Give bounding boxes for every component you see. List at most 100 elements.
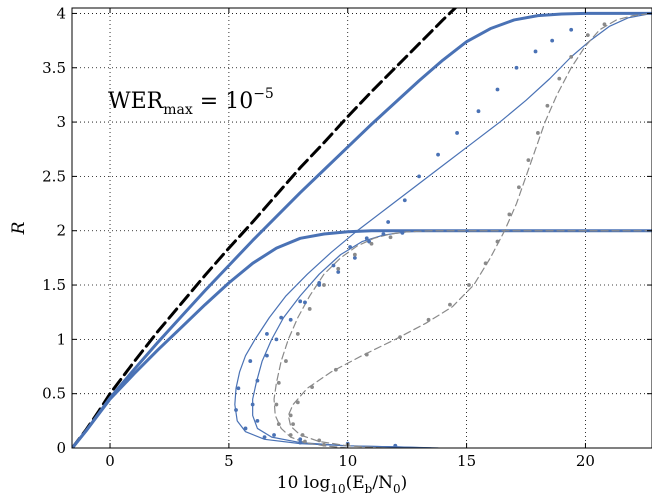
scatter-point-1: [234, 408, 238, 412]
scatter-point-3: [352, 252, 357, 257]
scatter-point-1: [265, 332, 269, 336]
scatter-point-2: [265, 353, 269, 358]
scatter-point-4: [317, 438, 322, 443]
scatter-point-4: [295, 400, 300, 405]
scatter-point-2: [255, 418, 260, 423]
scatter-point-4: [426, 317, 431, 322]
scatter-point-3: [276, 422, 281, 426]
scatter-point-4: [300, 433, 305, 437]
annotation-sub: max: [163, 102, 193, 118]
x-axis-label: 10 log10(Eb/N0): [277, 473, 408, 496]
scatter-point-1: [386, 220, 391, 224]
scatter-point-4: [310, 385, 314, 390]
y-tick-label: 2: [56, 222, 66, 240]
y-tick-label: 0: [56, 439, 66, 457]
scatter-point-4: [467, 283, 471, 287]
scatter-point-2: [331, 263, 336, 268]
series-line-2: [72, 11, 652, 448]
series-line-4: [234, 12, 652, 448]
x-tick-label: 0: [105, 452, 115, 470]
series-line-1: [72, 8, 458, 448]
scatter-point-1: [248, 359, 253, 363]
scatter-point-3: [336, 266, 341, 271]
x-tick-label: 20: [576, 452, 595, 470]
scatter-point-4: [495, 239, 500, 244]
scatter-point-1: [569, 27, 574, 32]
scatter-point-1: [455, 131, 459, 135]
scatter-point-1: [352, 255, 357, 260]
scatter-point-2: [348, 245, 353, 249]
scatter-point-4: [569, 54, 574, 59]
scatter-point-1: [417, 174, 421, 179]
grid-lines: [72, 8, 652, 449]
scatter-point-3: [295, 332, 300, 336]
scatter-point-4: [557, 76, 562, 81]
y-tick-label: 3.5: [42, 59, 66, 77]
scatter-point-2: [272, 433, 276, 437]
scatter-point-3: [369, 241, 374, 246]
scatter-point-1: [243, 426, 248, 431]
scatter-point-1: [298, 299, 303, 304]
scatter-point-2: [288, 317, 293, 322]
scatter-point-2: [317, 280, 322, 285]
scatter-point-4: [448, 302, 452, 307]
scatter-point-4: [507, 212, 512, 217]
scatter-point-4: [483, 261, 488, 266]
scatter-point-2: [364, 236, 369, 241]
scatter-point-4: [526, 158, 531, 162]
y-tick-label: 4: [56, 4, 66, 22]
scatter-point-4: [545, 103, 550, 108]
y-tick-label: 2.5: [42, 167, 66, 185]
scatter-point-2: [274, 337, 279, 342]
y-tick-label: 1.5: [42, 276, 66, 294]
xlabel-sub: 10: [330, 482, 345, 496]
xlabel-close: ): [401, 473, 408, 493]
series-line-7: [287, 12, 652, 448]
series-line-6: [273, 230, 652, 448]
scatter-point-3: [288, 433, 293, 437]
scatter-point-4: [364, 352, 369, 357]
xlabel-sub2: b: [365, 482, 373, 496]
x-tick-label: 5: [224, 452, 234, 470]
scatter-point-1: [298, 440, 303, 445]
scatter-point-2: [298, 437, 303, 442]
y-tick-label: 1: [56, 330, 66, 348]
scatter-point-1: [336, 270, 341, 274]
plot-frame: [71, 7, 652, 449]
x-tick-label: 15: [457, 452, 476, 470]
scatter-point-4: [398, 335, 402, 340]
scatter-point-1: [476, 109, 481, 114]
y-axis-label: R: [9, 221, 29, 235]
scatter-point-2: [381, 232, 386, 236]
scatter-point-3: [307, 307, 312, 311]
scatter-point-4: [602, 22, 607, 27]
scatter-point-1: [514, 65, 519, 70]
scatter-point-2: [250, 402, 255, 407]
scatter-point-1: [533, 49, 538, 54]
scatter-point-2: [255, 378, 260, 383]
scatter-layer: [234, 22, 607, 448]
scatter-point-2: [400, 230, 405, 235]
scatter-point-4: [536, 131, 540, 135]
scatter-point-1: [550, 38, 555, 43]
scatter-point-1: [279, 315, 284, 320]
scatter-point-4: [288, 413, 293, 418]
xlabel-lead: 10 log: [277, 473, 331, 493]
annotation-base: WER: [108, 89, 165, 114]
scatter-point-3: [322, 442, 326, 447]
scatter-point-2: [393, 443, 398, 448]
scatter-point-3: [303, 439, 307, 444]
scatter-point-3: [276, 380, 281, 385]
scatter-point-2: [303, 300, 307, 305]
xlabel-sub3: 0: [393, 482, 401, 496]
xlabel-open: (E: [346, 473, 365, 493]
scatter-point-3: [284, 359, 288, 363]
xlabel-mid: /N: [372, 473, 393, 493]
y-tick-label: 0.5: [42, 385, 66, 403]
scatter-point-1: [436, 152, 440, 157]
scatter-point-3: [274, 402, 279, 407]
scatter-point-3: [322, 283, 326, 287]
series-layer: [72, 8, 652, 448]
scatter-point-1: [262, 435, 267, 440]
